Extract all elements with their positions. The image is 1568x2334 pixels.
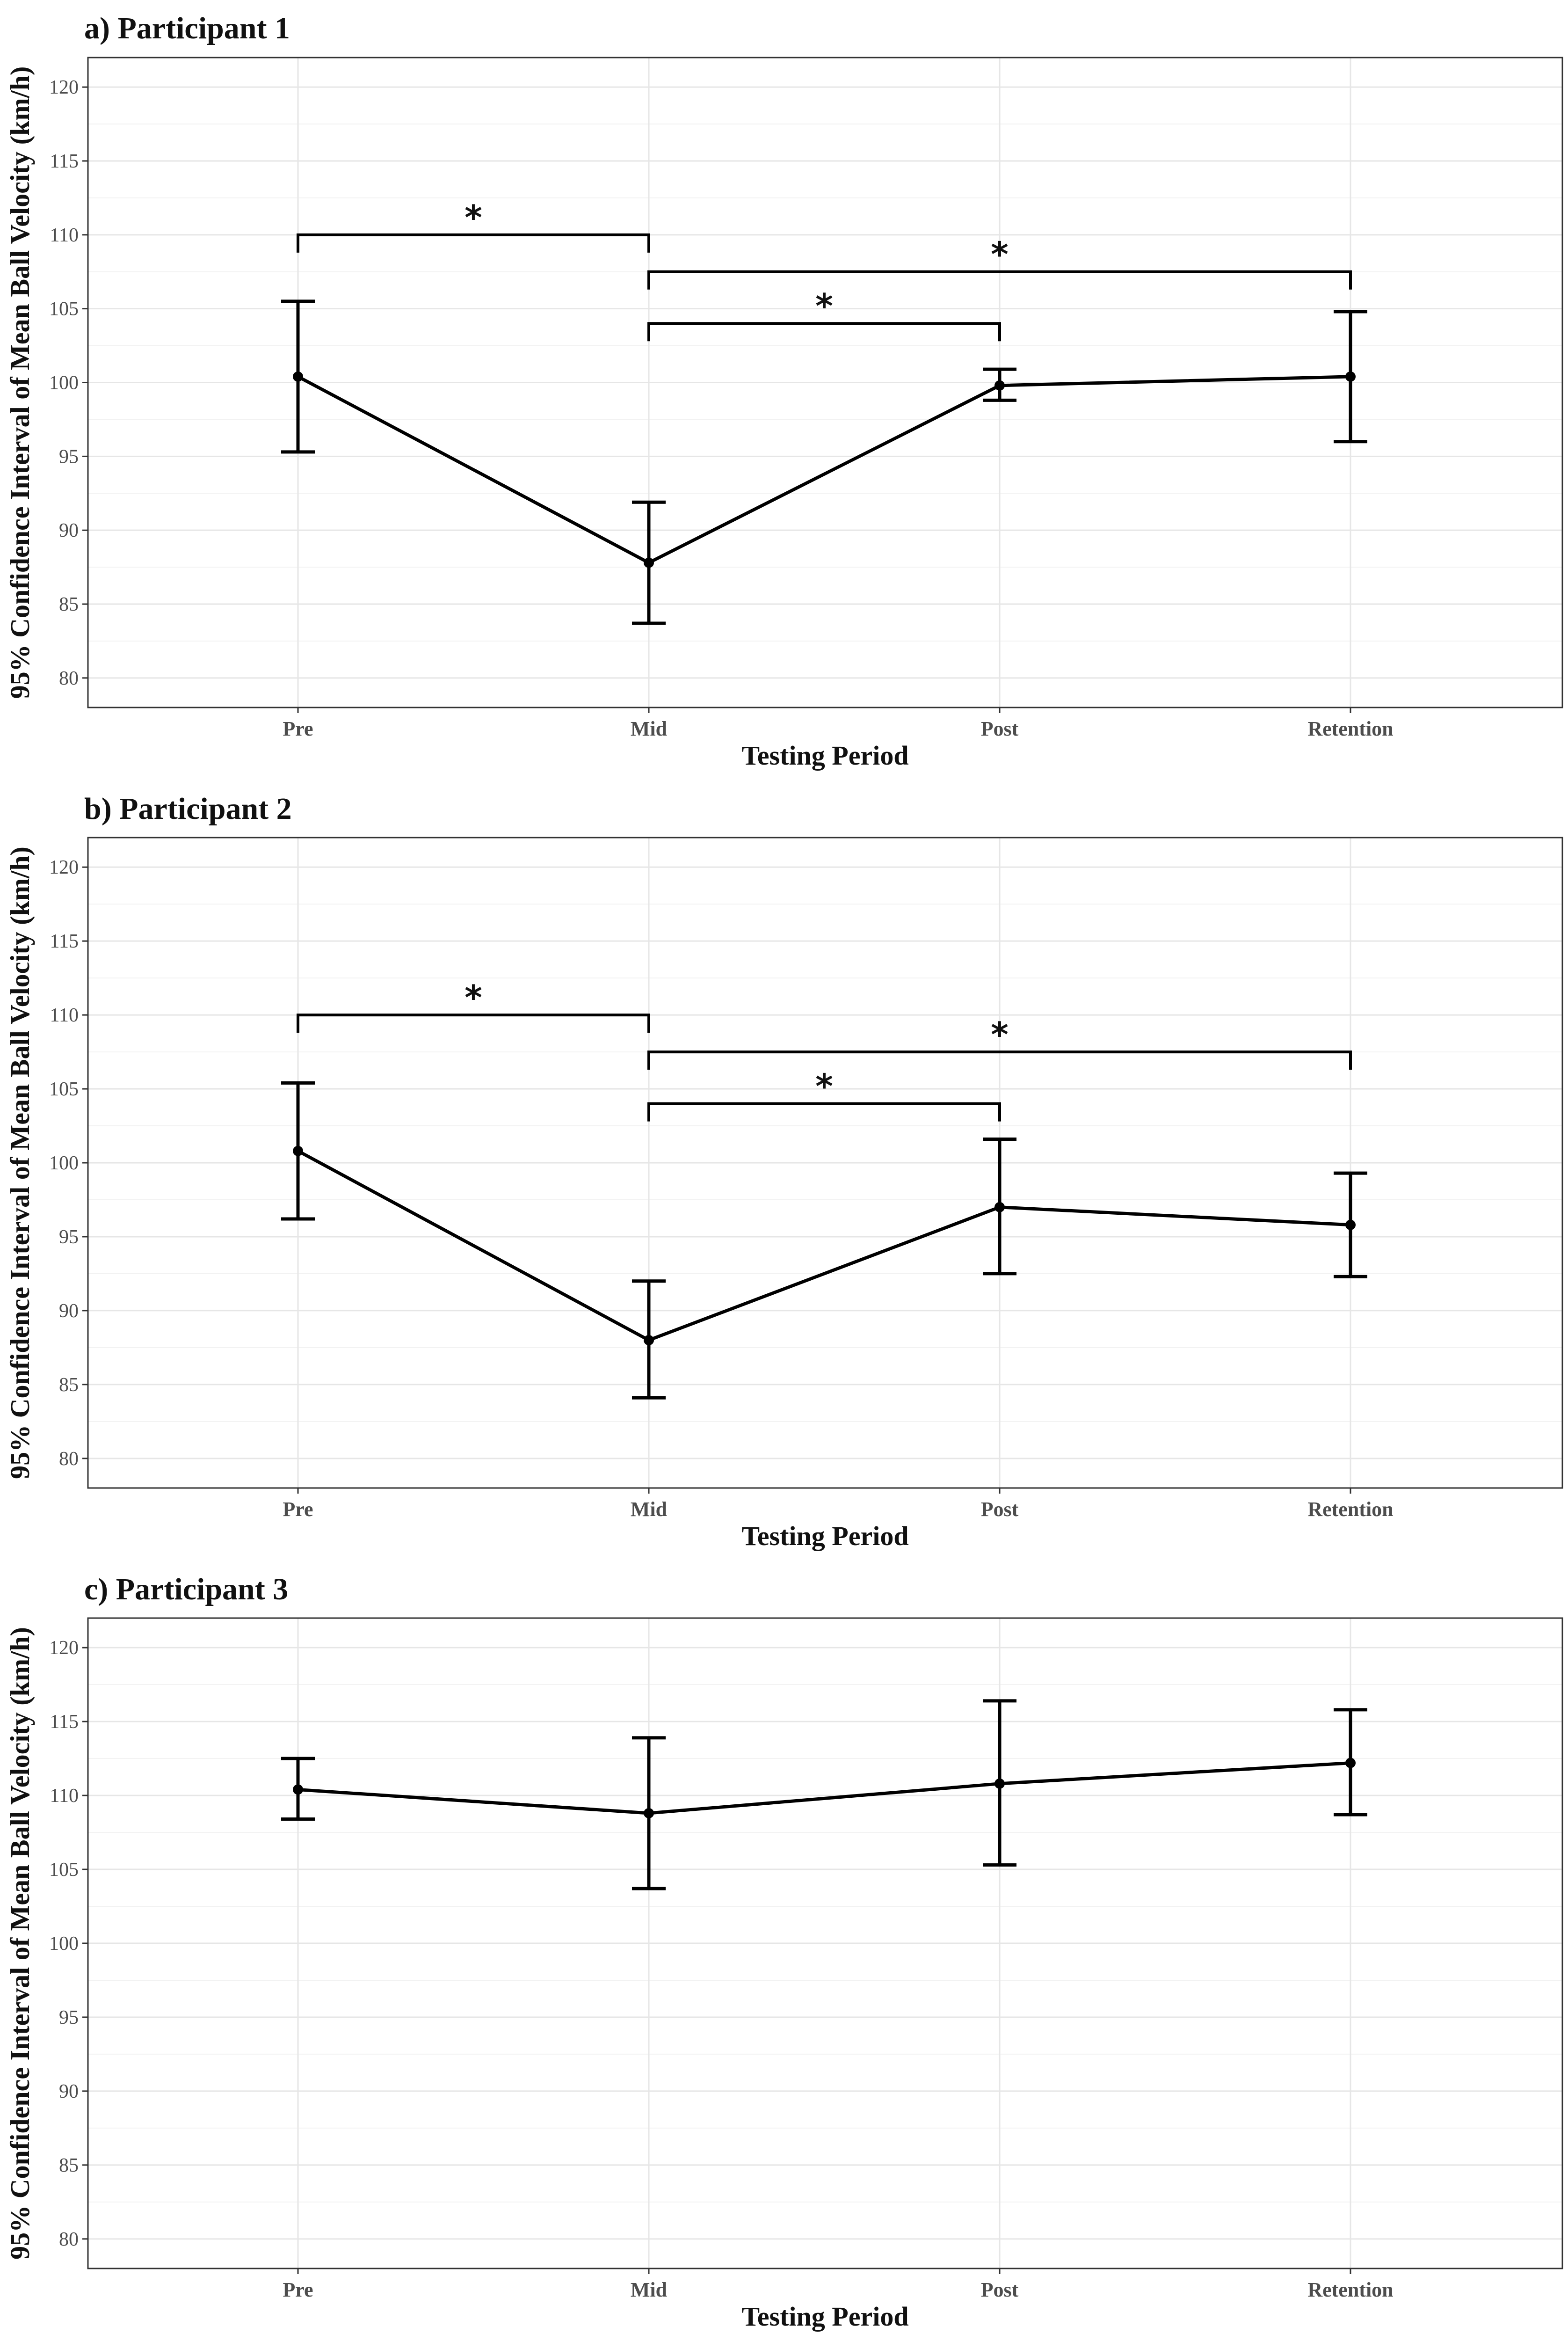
y-tick-label: 95	[59, 2007, 79, 2028]
mean-point	[995, 1778, 1005, 1789]
y-tick-label: 105	[49, 1079, 79, 1100]
panel-title: c) Participant 3	[84, 1572, 288, 1606]
y-tick-label: 105	[49, 299, 79, 320]
significance-star: *	[815, 1067, 833, 1106]
y-axis-title: 95% Confidence Interval of Mean Ball Vel…	[5, 66, 35, 699]
mean-point	[293, 1784, 303, 1795]
mean-point	[644, 557, 654, 568]
x-tick-label: Retention	[1307, 1498, 1393, 1521]
y-tick-label: 85	[59, 2155, 79, 2176]
panel-title: b) Participant 2	[84, 792, 292, 826]
x-tick-label: Mid	[631, 1498, 667, 1521]
mean-point	[1345, 1758, 1356, 1768]
significance-bracket	[297, 233, 650, 253]
x-tick-label: Post	[981, 1498, 1019, 1521]
significance-star: *	[815, 286, 833, 326]
panel-3: 80 85 90 95 100 105 110 115 120 Pre Mid Post Retenti…	[5, 1572, 1563, 2332]
significance-bracket	[647, 1102, 1001, 1122]
panel-title: a) Participant 1	[84, 11, 290, 45]
mean-line	[297, 1149, 1351, 1342]
x-tick-label: Pre	[283, 1498, 313, 1521]
mean-point	[644, 1335, 654, 1346]
x-tick-label: Retention	[1307, 717, 1393, 740]
y-tick-label: 80	[59, 668, 79, 689]
y-tick-label: 110	[50, 1785, 79, 1807]
y-axis-title: 95% Confidence Interval of Mean Ball Vel…	[5, 846, 35, 1479]
significance-star: *	[991, 1015, 1009, 1054]
y-tick-label: 95	[59, 1226, 79, 1248]
y-tick-label: 110	[50, 225, 79, 246]
y-tick-label: 120	[49, 1637, 79, 1659]
y-tick-label: 90	[59, 1300, 79, 1322]
mean-point	[293, 1145, 303, 1156]
y-tick-label: 115	[50, 151, 79, 172]
x-tick-label: Mid	[631, 717, 667, 740]
y-tick-label: 90	[59, 520, 79, 541]
panel-1: 80 85 90 95 100 105 110 115 120 Pre Mid Post Retenti…	[5, 11, 1563, 771]
panel-2: 80 85 90 95 100 105 110 115 120 Pre Mid Post Retenti…	[5, 792, 1563, 1551]
x-axis-title: Testing Period	[741, 2301, 908, 2332]
x-tick-label: Retention	[1307, 2278, 1393, 2301]
y-tick-label: 105	[49, 1859, 79, 1881]
x-axis-title: Testing Period	[741, 740, 908, 771]
x-tick-label: Pre	[283, 717, 313, 740]
y-tick-label: 110	[50, 1005, 79, 1026]
x-tick-label: Post	[981, 717, 1019, 740]
x-axis-title: Testing Period	[741, 1521, 908, 1551]
y-tick-label: 120	[49, 857, 79, 878]
significance-star: *	[991, 235, 1009, 274]
significance-bracket	[647, 270, 1352, 290]
y-tick-label: 120	[49, 77, 79, 98]
y-tick-label: 80	[59, 2229, 79, 2250]
y-tick-label: 85	[59, 1374, 79, 1396]
significance-bracket	[647, 1050, 1352, 1070]
significance-star: *	[465, 978, 482, 1017]
mean-point	[1345, 371, 1356, 382]
mean-point	[644, 1808, 654, 1818]
mean-line	[298, 1761, 1351, 1815]
mean-point	[293, 371, 303, 382]
y-tick-label: 85	[59, 594, 79, 615]
x-tick-label: Post	[981, 2278, 1019, 2301]
y-tick-label: 115	[50, 931, 79, 952]
y-axis-title: 95% Confidence Interval of Mean Ball Vel…	[5, 1627, 35, 2260]
y-tick-label: 100	[49, 372, 79, 394]
y-tick-label: 95	[59, 446, 79, 467]
mean-point	[995, 380, 1005, 391]
x-tick-label: Mid	[631, 2278, 667, 2301]
y-tick-label: 100	[49, 1933, 79, 1955]
significance-star: *	[465, 198, 482, 237]
y-tick-label: 90	[59, 2081, 79, 2102]
significance-bracket	[647, 322, 1001, 342]
mean-line	[297, 375, 1351, 565]
mean-point	[995, 1202, 1005, 1212]
y-tick-label: 115	[50, 1711, 79, 1733]
significance-bracket	[297, 1014, 650, 1033]
y-tick-label: 80	[59, 1448, 79, 1470]
x-tick-label: Pre	[283, 2278, 313, 2301]
mean-point	[1345, 1219, 1356, 1230]
y-tick-label: 100	[49, 1152, 79, 1174]
